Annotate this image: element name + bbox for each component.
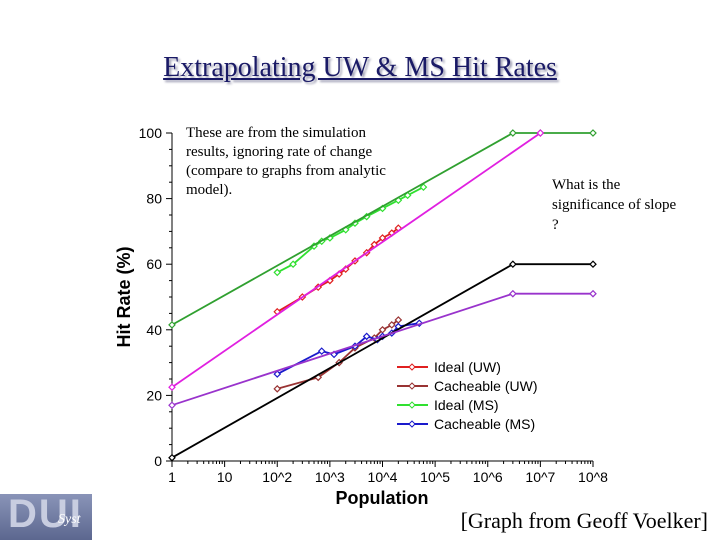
series-line: [171, 132, 593, 326]
x-tick-label: 10^6: [473, 469, 503, 485]
legend-marker: [408, 382, 416, 390]
logo-subtext: Syst: [58, 512, 81, 527]
legend-item: Ideal (UW): [397, 359, 501, 375]
data-point: [273, 370, 282, 378]
series-0: [273, 224, 403, 316]
x-tick-label: 10^4: [368, 469, 398, 485]
data-point: [317, 347, 326, 355]
x-tick-label: 10^3: [315, 469, 345, 485]
data-point: [589, 129, 597, 137]
x-tick-label: 10^8: [578, 469, 608, 485]
legend-label: Ideal (UW): [434, 359, 501, 375]
y-tick-label: 80: [146, 191, 162, 207]
data-point: [168, 321, 176, 329]
series-line: [171, 132, 541, 388]
series-line: [276, 227, 399, 313]
series-6: [168, 260, 597, 462]
series-7: [168, 289, 597, 410]
x-axis-title: Population: [336, 488, 429, 508]
data-point: [536, 129, 545, 137]
x-tick-label: 10: [217, 469, 233, 485]
institution-logo: DUI Syst: [0, 494, 92, 540]
slide-title: Extrapolating UW & MS Hit Rates: [163, 52, 557, 83]
data-point: [509, 289, 517, 298]
legend-label: Cacheable (UW): [434, 378, 537, 394]
data-point: [168, 401, 176, 410]
data-point: [589, 260, 597, 269]
data-point: [362, 332, 371, 341]
data-point: [509, 129, 517, 137]
y-tick-label: 20: [146, 387, 162, 403]
graph-credit: [Graph from Geoff Voelker]: [460, 508, 708, 533]
legend-marker: [408, 401, 416, 409]
logo-text: DUI: [8, 494, 83, 536]
x-tick-label: 10^5: [420, 469, 450, 485]
y-tick-label: 100: [139, 125, 163, 141]
x-tick-label: 10^7: [525, 469, 555, 485]
data-point: [387, 321, 396, 329]
x-tick-label: 10^2: [262, 469, 292, 485]
data-point: [168, 453, 176, 462]
series-line: [276, 322, 420, 375]
legend-item: Cacheable (UW): [397, 378, 537, 394]
data-point: [273, 268, 282, 277]
annotation-slope-question: What is the significance of slope ?: [552, 177, 677, 233]
y-axis-title: Hit Rate (%): [114, 246, 134, 347]
legend-item: Ideal (MS): [397, 397, 499, 413]
data-point: [273, 384, 282, 393]
y-tick-label: 0: [154, 453, 162, 469]
legend-item: Cacheable (MS): [397, 416, 535, 432]
legend-label: Cacheable (MS): [434, 416, 535, 432]
y-tick-label: 40: [146, 322, 162, 338]
data-point: [589, 289, 597, 298]
y-tick-label: 60: [146, 256, 162, 272]
x-tick-label: 1: [168, 469, 176, 485]
legend-marker: [408, 420, 416, 428]
legend-marker: [408, 363, 416, 371]
data-point: [419, 183, 428, 191]
annotation-simulation-note: These are from the simulation results, i…: [186, 125, 386, 198]
legend-label: Ideal (MS): [434, 397, 499, 413]
series-5: [168, 129, 545, 392]
data-point: [509, 260, 517, 269]
data-point: [289, 260, 297, 269]
data-point: [168, 383, 176, 392]
